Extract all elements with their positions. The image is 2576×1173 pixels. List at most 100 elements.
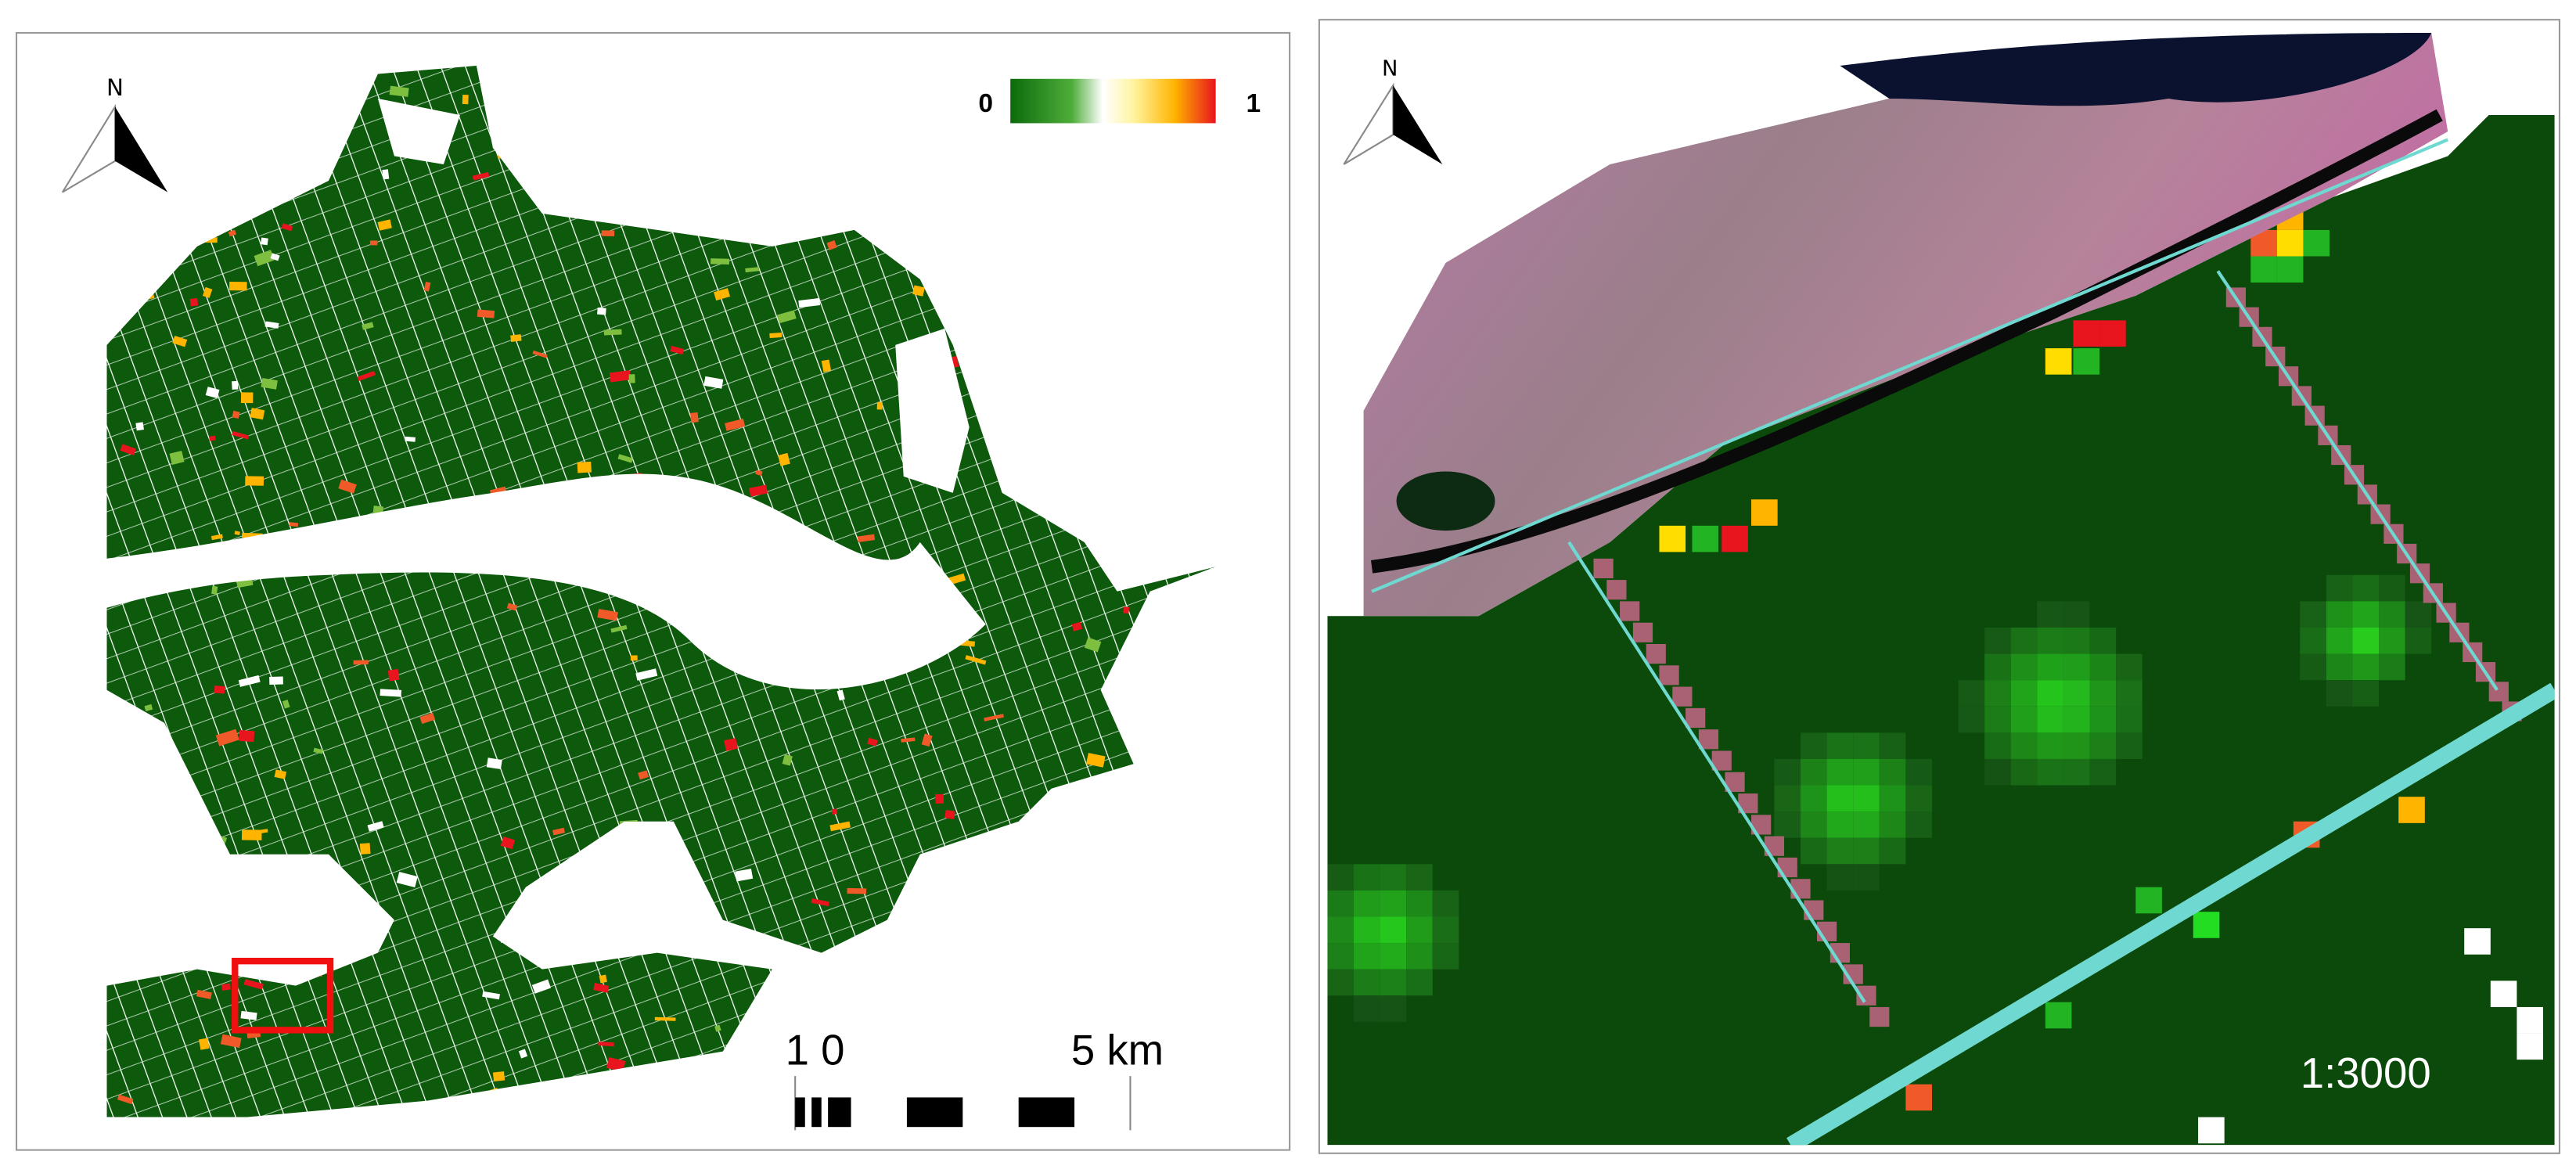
hotspot: [610, 624, 628, 633]
hotspot: [269, 676, 283, 685]
pixel: [2276, 256, 2304, 283]
pixel: [2089, 706, 2117, 733]
pixel: [1353, 890, 1380, 917]
pixel: [1905, 758, 1932, 786]
hotspot: [220, 1034, 242, 1049]
hotspot: [135, 422, 144, 431]
roads: [1371, 138, 2555, 1146]
pixel: [1984, 758, 2011, 786]
hotspot: [876, 401, 883, 410]
hotspot: [239, 729, 255, 743]
pixel: [2063, 627, 2090, 654]
pixel: [2116, 680, 2142, 707]
pixel: [2116, 732, 2142, 759]
pixel: [2010, 758, 2038, 786]
pixel: [2326, 601, 2353, 628]
hotspot: [238, 675, 261, 687]
hotspot: [389, 85, 409, 97]
hotspot: [735, 869, 754, 882]
pixel: [1826, 811, 1854, 838]
hotspot: [690, 412, 699, 423]
north-label: N: [106, 74, 124, 101]
hotspot: [606, 1056, 626, 1072]
pixel: [2089, 758, 2117, 786]
edge-pixel: [1672, 686, 1693, 707]
hotspot: [635, 668, 658, 681]
ndvi-grid: [1327, 114, 2555, 1146]
hotspot: [836, 689, 845, 701]
hotspot: [250, 408, 265, 420]
pixel: [1958, 706, 1985, 733]
pixel: [2089, 680, 2117, 707]
pixel: [2135, 887, 2162, 914]
pixel: [2276, 229, 2304, 257]
pixel: [1406, 890, 1433, 917]
hotspot: [477, 309, 495, 318]
pixel: [1958, 680, 1985, 707]
hotspot: [628, 374, 635, 383]
hotspot: [821, 359, 832, 372]
pixel: [1905, 785, 1932, 812]
hotspot: [778, 452, 790, 466]
pixel: [2405, 601, 2432, 628]
hotspot: [901, 737, 916, 743]
hotspot: [769, 332, 783, 338]
hotspot: [510, 334, 522, 342]
pixel: [1406, 916, 1433, 944]
pixel: [1380, 916, 1407, 944]
hotspot: [630, 655, 638, 661]
pixel: [1984, 706, 2011, 733]
hotspot: [254, 250, 275, 267]
image-view: [1327, 32, 2555, 1146]
pixel: [1774, 785, 1801, 812]
map-scale: 1:3000: [2301, 1049, 2431, 1097]
pixel: [2398, 797, 2425, 823]
north-label: N: [1382, 57, 1398, 81]
pixel: [2037, 732, 2063, 759]
pixel: [1826, 864, 1854, 891]
pixel: [1801, 785, 1827, 812]
right-panel: N 1:3000: [1318, 19, 2561, 1154]
hotspot: [189, 297, 199, 307]
hotspot: [214, 685, 225, 694]
pixel: [2352, 627, 2380, 654]
edge-pixel: [1698, 729, 1719, 750]
hotspot: [221, 983, 231, 991]
pixel: [1774, 758, 1801, 786]
pixel: [2063, 732, 2090, 759]
pixel: [1826, 837, 1854, 865]
pixel: [1327, 969, 1354, 996]
pixel: [1380, 864, 1407, 891]
hotspot: [282, 700, 290, 709]
pixel: [1801, 758, 1827, 786]
hotspot: [228, 229, 236, 237]
hotspot: [638, 770, 649, 780]
hotspot: [577, 461, 592, 473]
hotspot: [670, 345, 685, 355]
pixel: [2116, 653, 2142, 681]
edge-pixel: [1606, 580, 1627, 600]
pixel: [2352, 574, 2380, 602]
pixel: [1432, 890, 1459, 917]
hotspot: [599, 974, 607, 984]
hotspot: [274, 769, 287, 779]
pixel: [2045, 1002, 2072, 1029]
hotspot: [369, 240, 378, 246]
hotspot: [382, 169, 390, 180]
hotspot: [782, 754, 793, 766]
pixel: [2352, 653, 2380, 681]
pixel: [2116, 706, 2142, 733]
hotspot: [921, 733, 933, 747]
hotspot: [211, 585, 218, 595]
pixel: [1327, 890, 1354, 917]
hotspot: [229, 281, 247, 291]
water: [1840, 32, 2432, 106]
hotspot: [506, 603, 518, 611]
pixel: [1406, 864, 1433, 891]
pixel: [2045, 348, 2072, 375]
focus-box: [232, 957, 334, 1034]
pixel: [2010, 732, 2038, 759]
legend: 0 1: [978, 78, 1261, 124]
hotspot: [654, 1016, 676, 1021]
